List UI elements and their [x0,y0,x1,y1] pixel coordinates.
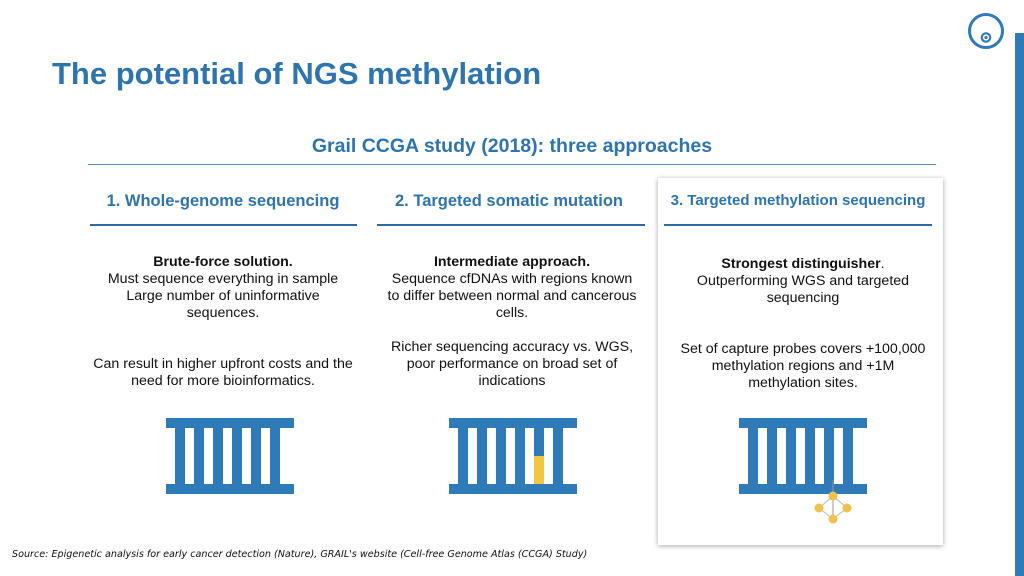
body-line: Large number of uninformative sequences. [126,288,320,321]
column-heading-wgs: 1. Whole-genome sequencing [106,192,340,210]
section-subtitle: Grail CCGA study (2018): three approache… [311,135,713,157]
note-text: Set of capture probes covers +100,000 me… [680,341,926,391]
page-title: The potential of NGS methylation [52,56,542,91]
source-citation: Source: Epigenetic analysis for early ca… [12,549,588,560]
logo-icon [968,13,1004,49]
note-text: Richer sequencing accuracy vs. WGS, poor… [390,339,634,389]
lead-text: Intermediate approach. [433,254,591,270]
lead-text: Strongest distinguisher [721,256,881,272]
column-divider-methylation [664,224,932,226]
column-text-somatic: Intermediate approach. Sequence cfDNAs w… [384,254,640,390]
methylation-ladder-icon [739,418,867,524]
body-line: Must sequence everything in sample [107,271,339,287]
lead-suffix: . [880,256,885,272]
column-divider-wgs [90,224,357,226]
column-text-methylation: Strongest distinguisher. Outperforming W… [674,256,932,392]
column-divider-somatic [377,224,645,226]
column-heading-somatic: 2. Targeted somatic mutation [395,192,623,210]
highlight-card [658,178,943,545]
dna-ladder-icon [166,418,294,494]
body-line: Sequence cfDNAs with regions known to di… [387,271,637,321]
column-text-wgs: Brute-force solution. Must sequence ever… [90,254,356,390]
lead-text: Brute-force solution. [153,254,293,270]
note-text: Can result in higher upfront costs and t… [93,356,353,389]
side-accent-bar [1015,33,1024,576]
body-line: Outperforming WGS and targeted sequencin… [696,273,910,306]
mutation-ladder-icon [449,418,577,494]
column-heading-methylation: 3. Targeted methylation sequencing [670,192,926,209]
subtitle-divider [88,164,936,165]
